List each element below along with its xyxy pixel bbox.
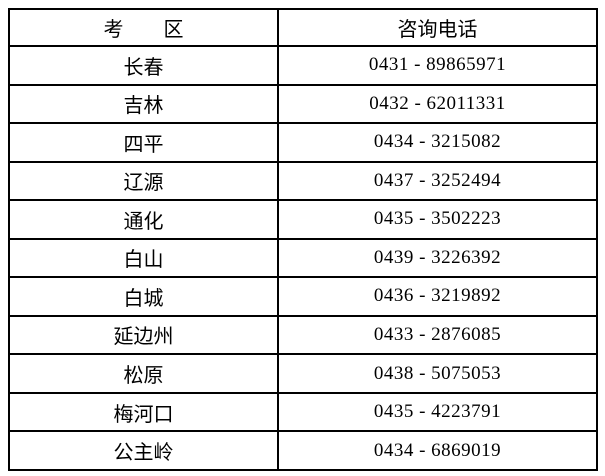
phone-cell: 0436 - 3219892	[277, 276, 598, 317]
region-cell: 白山	[8, 237, 279, 279]
region-cell: 吉林	[8, 83, 279, 125]
region-cell: 长春	[8, 45, 279, 86]
table-row: 公主岭 0434 - 6869019	[8, 430, 598, 471]
table-row: 辽源 0437 - 3252494	[8, 160, 598, 202]
table-body: 长春 0431 - 89865971 吉林 0432 - 62011331 四平 0434…	[8, 45, 598, 471]
phone-cell: 0437 - 3252494	[277, 160, 598, 202]
exam-area-phone-table: 考 区 咨询电话 长春 0431 - 89865971 吉林 0432 - 62011…	[8, 8, 598, 471]
table-row: 延边州 0433 - 2876085	[8, 314, 598, 356]
region-cell: 延边州	[8, 314, 279, 356]
phone-cell: 0435 - 3502223	[277, 199, 598, 240]
region-cell: 梅河口	[8, 391, 279, 433]
table-row: 四平 0434 - 3215082	[8, 122, 598, 163]
table-row: 通化 0435 - 3502223	[8, 199, 598, 240]
phone-cell: 0439 - 3226392	[277, 237, 598, 279]
region-cell: 通化	[8, 199, 279, 240]
phone-cell: 0434 - 6869019	[277, 430, 598, 471]
table-row: 白山 0439 - 3226392	[8, 237, 598, 279]
table-row: 梅河口 0435 - 4223791	[8, 391, 598, 433]
table-row: 白城 0436 - 3219892	[8, 276, 598, 317]
region-cell: 白城	[8, 276, 279, 317]
table-row: 长春 0431 - 89865971	[8, 45, 598, 86]
region-cell: 四平	[8, 122, 279, 163]
header-row: 考 区 咨询电话	[8, 8, 598, 47]
region-cell: 辽源	[8, 160, 279, 202]
phone-cell: 0432 - 62011331	[277, 83, 598, 125]
table-row: 吉林 0432 - 62011331	[8, 83, 598, 125]
region-column-header: 考 区	[8, 8, 279, 47]
phone-cell: 0438 - 5075053	[277, 353, 598, 394]
phone-cell: 0434 - 3215082	[277, 122, 598, 163]
phone-cell: 0433 - 2876085	[277, 314, 598, 356]
phone-column-header: 咨询电话	[277, 8, 598, 47]
region-cell: 公主岭	[8, 430, 279, 471]
table-row: 松原 0438 - 5075053	[8, 353, 598, 394]
phone-cell: 0431 - 89865971	[277, 45, 598, 86]
region-cell: 松原	[8, 353, 279, 394]
phone-cell: 0435 - 4223791	[277, 391, 598, 433]
